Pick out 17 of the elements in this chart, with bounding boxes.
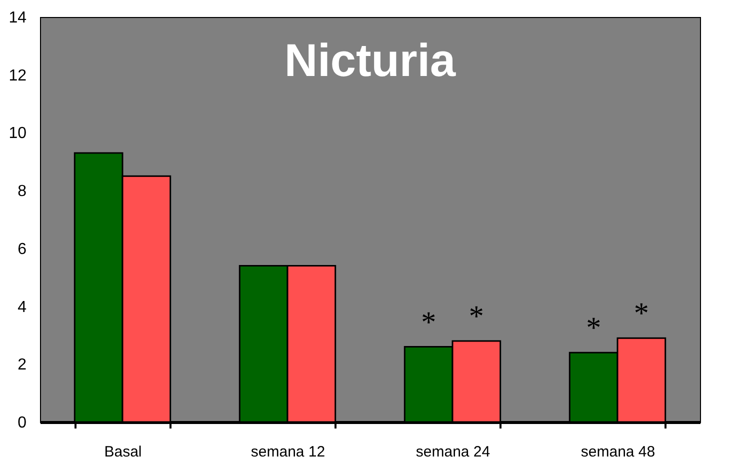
y-tick-label: 10 (8, 125, 27, 142)
annotation: * (421, 306, 436, 339)
x-tick-label: Basal (104, 444, 142, 460)
annotation: * (634, 297, 649, 330)
x-tick-label: semana 48 (580, 444, 656, 460)
y-tick-label: 4 (18, 298, 27, 316)
annotation: * (586, 312, 602, 345)
y-tick-label: 12 (8, 67, 27, 84)
y-tick-label: 0 (18, 414, 27, 432)
chart-title: Nicturia (284, 34, 456, 86)
y-tick-label: 8 (18, 183, 27, 200)
y-tick-label: 6 (18, 240, 27, 258)
x-tick-label: semana 12 (250, 444, 326, 460)
y-tick-label: 2 (18, 356, 27, 374)
y-tick-label: 14 (8, 10, 27, 26)
x-tick-label: semana 24 (416, 444, 490, 460)
annotation: * (468, 300, 484, 333)
